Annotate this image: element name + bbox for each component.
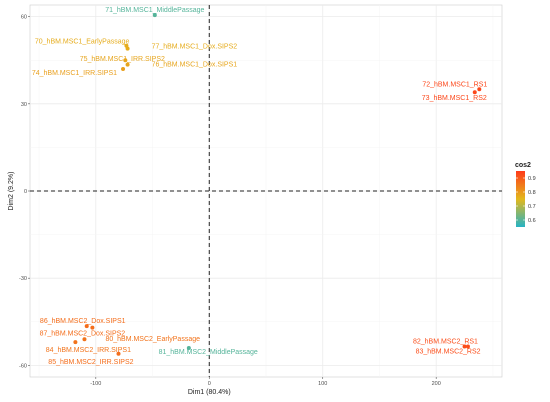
data-point xyxy=(186,345,191,350)
x-axis-title: Dim1 (80.4%) xyxy=(188,389,231,396)
legend-ticks: 0.6 0.7 0.8 0.9 xyxy=(516,176,536,224)
data-point xyxy=(116,351,121,356)
data-point xyxy=(472,90,477,95)
data-point xyxy=(462,344,467,349)
data-point xyxy=(90,325,95,330)
legend-title: cos2 xyxy=(515,162,531,169)
x-tick-label: 100 xyxy=(318,381,327,387)
y-tick-label: -30 xyxy=(19,276,27,282)
cos2-legend: cos2 0.6 0.7 0.8 0.9 xyxy=(515,162,536,227)
legend-tick-label: 0.8 xyxy=(528,190,536,196)
y-tick-label: 0 xyxy=(24,189,27,195)
point-label: 76_hBM.MSC1_Dox.SIPS1 xyxy=(152,62,238,69)
reference-lines xyxy=(30,5,502,377)
data-point xyxy=(125,46,130,51)
legend-tick-label: 0.6 xyxy=(528,218,536,224)
data-point xyxy=(125,62,130,67)
point-label: 71_hBM.MSC1_MiddlePassage xyxy=(105,7,204,14)
point-label: 70_hBM.MSC1_EarlyPassage xyxy=(35,39,130,46)
y-tick-label: -60 xyxy=(19,363,27,369)
legend-tick-label: 0.9 xyxy=(528,176,536,182)
point-labels: 71_hBM.MSC1_MiddlePassage 70_hBM.MSC1_Ear… xyxy=(32,7,488,366)
point-label: 85_hBM.MSC2_IRR.SIPS2 xyxy=(48,359,133,366)
data-point xyxy=(84,324,89,329)
point-label: 84_hBM.MSC2_IRR.SIPS1 xyxy=(46,347,131,354)
point-label: 83_hBM.MSC2_RS2 xyxy=(416,348,481,355)
point-label: 74_hBM.MSC1_IRR.SIPS1 xyxy=(32,70,117,77)
x-tick-label: 0 xyxy=(208,381,211,387)
point-label: 73_hBM.MSC1_RS2 xyxy=(422,95,487,102)
y-tick-label: 30 xyxy=(21,102,27,108)
data-point xyxy=(465,344,470,349)
data-point xyxy=(73,340,78,345)
x-tick-label: 200 xyxy=(432,381,441,387)
data-point xyxy=(82,337,87,342)
x-tick-label: -100 xyxy=(90,381,101,387)
y-axis-title: Dim2 (9.2%) xyxy=(8,172,15,211)
data-points xyxy=(73,13,482,356)
point-label: 80_hBM.MSC2_EarlyPassage xyxy=(105,336,200,343)
point-label: 77_hBM.MSC1_Dox.SIPS2 xyxy=(152,44,238,51)
point-label: 82_hBM.MSC2_RS1 xyxy=(413,338,478,345)
legend-colorbar xyxy=(516,171,525,227)
data-point xyxy=(121,66,126,71)
point-label: 87_hBM.MSC2_Dox.SIPS2 xyxy=(40,331,126,338)
point-label: 75_hBM.MSC1_IRR.SIPS2 xyxy=(80,56,165,63)
y-tick-label: 60 xyxy=(21,15,27,21)
point-label: 81_hBM.MSC2_MiddlePassage xyxy=(159,349,258,356)
axes: -100 0 100 200 -60 -30 0 30 60 xyxy=(19,15,441,387)
legend-tick-label: 0.7 xyxy=(528,204,536,210)
data-point xyxy=(477,87,482,92)
data-point xyxy=(152,13,157,18)
point-label: 72_hBM.MSC1_RS1 xyxy=(422,81,487,88)
point-label: 86_hBM.MSC2_Dox.SIPS1 xyxy=(40,318,126,325)
data-point xyxy=(123,58,128,63)
